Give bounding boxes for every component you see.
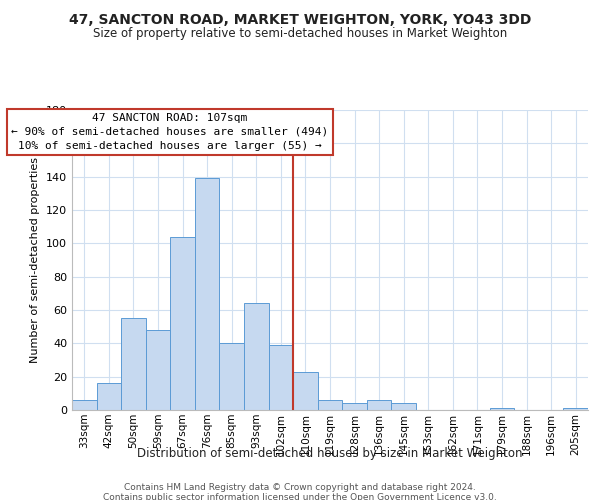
Bar	[563, 408, 588, 410]
Bar	[490, 408, 514, 410]
Bar	[97, 384, 121, 410]
Text: Contains public sector information licensed under the Open Government Licence v3: Contains public sector information licen…	[103, 492, 497, 500]
Bar	[293, 372, 318, 410]
Bar	[244, 304, 269, 410]
Bar	[342, 404, 367, 410]
Bar	[220, 344, 244, 410]
Text: 47 SANCTON ROAD: 107sqm
← 90% of semi-detached houses are smaller (494)
10% of s: 47 SANCTON ROAD: 107sqm ← 90% of semi-de…	[11, 113, 329, 151]
Text: 47, SANCTON ROAD, MARKET WEIGHTON, YORK, YO43 3DD: 47, SANCTON ROAD, MARKET WEIGHTON, YORK,…	[69, 12, 531, 26]
Text: Size of property relative to semi-detached houses in Market Weighton: Size of property relative to semi-detach…	[93, 28, 507, 40]
Bar	[72, 400, 97, 410]
Y-axis label: Number of semi-detached properties: Number of semi-detached properties	[31, 157, 40, 363]
Bar	[391, 404, 416, 410]
Text: Distribution of semi-detached houses by size in Market Weighton: Distribution of semi-detached houses by …	[137, 448, 523, 460]
Bar	[121, 318, 146, 410]
Bar	[170, 236, 195, 410]
Bar	[195, 178, 220, 410]
Bar	[318, 400, 342, 410]
Bar	[367, 400, 391, 410]
Bar	[269, 345, 293, 410]
Bar	[146, 330, 170, 410]
Text: Contains HM Land Registry data © Crown copyright and database right 2024.: Contains HM Land Registry data © Crown c…	[124, 482, 476, 492]
